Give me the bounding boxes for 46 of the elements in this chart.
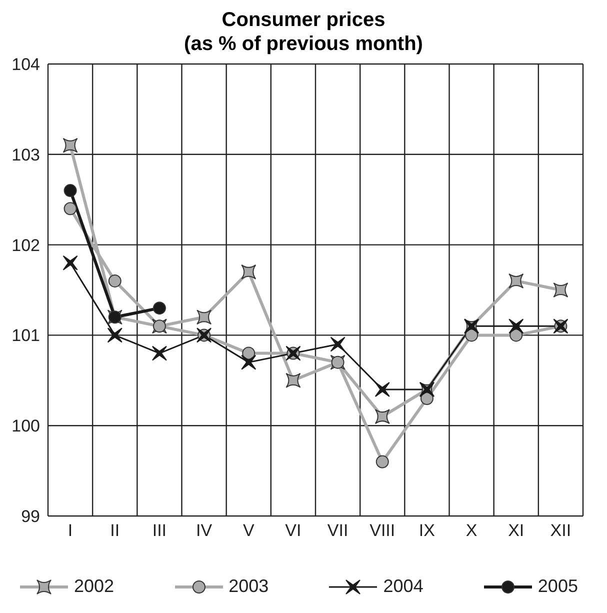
y-tick-label: 100 <box>12 416 40 436</box>
point <box>465 328 478 342</box>
y-tick-label: 101 <box>12 326 40 346</box>
point <box>553 282 568 298</box>
x-tick-label: VIII <box>370 521 396 540</box>
y-tick-label: 103 <box>12 145 40 164</box>
legend-label: 2003 <box>228 576 269 597</box>
point <box>241 354 256 370</box>
point <box>107 328 122 343</box>
x-tick-label: X <box>466 521 478 540</box>
point <box>374 382 390 397</box>
x-tick-label: III <box>152 521 167 540</box>
legend-label: 2005 <box>538 576 578 597</box>
point <box>330 336 346 352</box>
point <box>108 274 122 288</box>
point <box>152 346 167 361</box>
chart-title: Consumer prices (as % of previous month) <box>183 8 424 56</box>
point <box>374 409 390 424</box>
point <box>508 318 524 334</box>
point <box>241 264 256 280</box>
point <box>64 184 77 198</box>
point <box>152 302 166 315</box>
x-tick-label: I <box>68 521 73 540</box>
x-tick-label: VII <box>327 521 348 540</box>
x-tick-label: VI <box>285 521 302 540</box>
point <box>510 328 523 342</box>
x-tick-label: V <box>242 521 255 540</box>
point <box>420 392 434 405</box>
x-tick-label: IV <box>196 521 213 540</box>
x-tick-label: XII <box>550 521 572 540</box>
point <box>64 202 77 216</box>
y-tick-label: 102 <box>12 236 40 255</box>
legend-label: 2004 <box>383 576 424 597</box>
point <box>62 255 78 270</box>
y-tick-label: 104 <box>12 55 40 74</box>
x-tick-label: II <box>110 521 120 540</box>
point <box>196 310 212 325</box>
point <box>242 346 256 360</box>
y-tick-label: 99 <box>21 507 40 526</box>
point <box>62 138 78 153</box>
point <box>376 455 389 468</box>
point <box>286 372 301 388</box>
x-tick-label: IX <box>418 521 435 540</box>
x-tick-label: XI <box>508 521 524 540</box>
point <box>508 273 524 288</box>
legend-label: 2002 <box>74 576 114 597</box>
